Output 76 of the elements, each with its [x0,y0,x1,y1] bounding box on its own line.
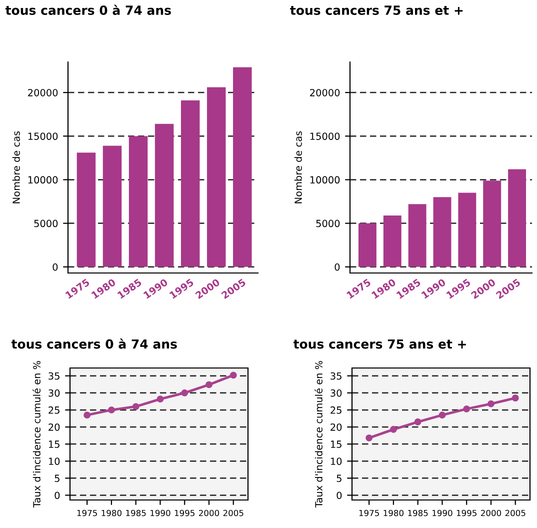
y-tick-label: 0 [54,492,60,500]
y-tick-label: 25 [48,406,60,414]
bar [383,215,402,267]
point [488,400,494,408]
x-tick-label: 1975 [77,510,97,516]
bar [483,180,502,267]
point [206,381,212,388]
y-tick-label: 35 [330,372,342,380]
bar [458,192,476,267]
x-tick-label: 2005 [505,510,526,516]
y-tick-label: 0 [52,263,58,271]
y-tick-label: 15 [48,440,60,448]
y-tick-label: 20 [48,423,60,431]
y-tick-label: 20 [330,423,342,431]
bar [128,136,148,267]
x-tick-label: 1975 [359,510,379,516]
y-tick-label: 0 [336,492,342,500]
point [463,405,470,412]
y-tick-label: 25 [330,406,342,414]
y-axis-title: Nombre de cas [12,131,20,204]
y-tick-label: 5000 [34,220,58,228]
y-tick-label: 10 [330,458,342,465]
bar [206,87,226,267]
y-tick-label: 15 [330,440,342,448]
point [366,434,373,442]
point [84,412,91,419]
chart-title: tous cancers 0 à 74 ans [5,4,171,15]
bar [180,100,200,267]
y-tick-label: 30 [330,389,342,397]
bar [102,146,122,267]
point [512,394,519,402]
x-tick-label: 1990 [432,510,452,516]
y-tick-label: 15000 [28,132,58,140]
y-tick-label: 35 [48,372,60,380]
bar [233,67,252,267]
chart-title: tous cancers 0 à 74 ans [11,338,177,349]
y-tick-label: 15000 [310,132,340,140]
x-tick-label: 1980 [384,510,404,516]
x-tick-label: 1985 [408,510,428,516]
y-tick-label: 5 [54,474,60,482]
y-tick-label: 5 [336,474,342,482]
point [390,426,397,433]
x-tick-label: 1980 [102,510,122,516]
y-tick-label: 5000 [316,220,340,228]
bar [508,169,526,267]
point [438,412,446,419]
bar [76,152,96,267]
bar [154,124,174,267]
point [181,389,188,396]
chart-title: tous cancers 75 ans et + [290,6,463,15]
point [132,403,140,410]
x-tick-label: 2000 [198,510,220,516]
y-tick-label: 10 [48,458,60,465]
x-tick-label: 1990 [150,510,170,516]
y-tick-label: 20000 [28,88,58,96]
y-axis-title: Nombre de cas [294,131,302,204]
x-tick-label: 2005 [223,510,244,516]
x-tick-label: 1985 [126,510,146,516]
x-tick-label: 1995 [456,510,476,516]
point [414,418,422,426]
y-tick-label: 10000 [28,176,58,184]
x-tick-label: 2000 [480,510,502,516]
x-tick-label: 1995 [174,510,194,516]
point [156,396,164,403]
y-tick-label: 0 [334,263,340,271]
point [108,406,115,414]
y-tick-label: 30 [48,389,60,397]
y-tick-label: 10000 [310,176,340,184]
y-axis-title: Taux d'incidence cumulé en % [32,360,40,508]
bar [358,223,376,267]
bar [408,204,426,267]
y-axis-title: Taux d'incidence cumulé en % [314,360,322,508]
bar [433,197,452,267]
chart-title: tous cancers 75 ans et + [293,339,466,349]
y-tick-label: 20000 [310,88,340,96]
point [230,372,237,379]
